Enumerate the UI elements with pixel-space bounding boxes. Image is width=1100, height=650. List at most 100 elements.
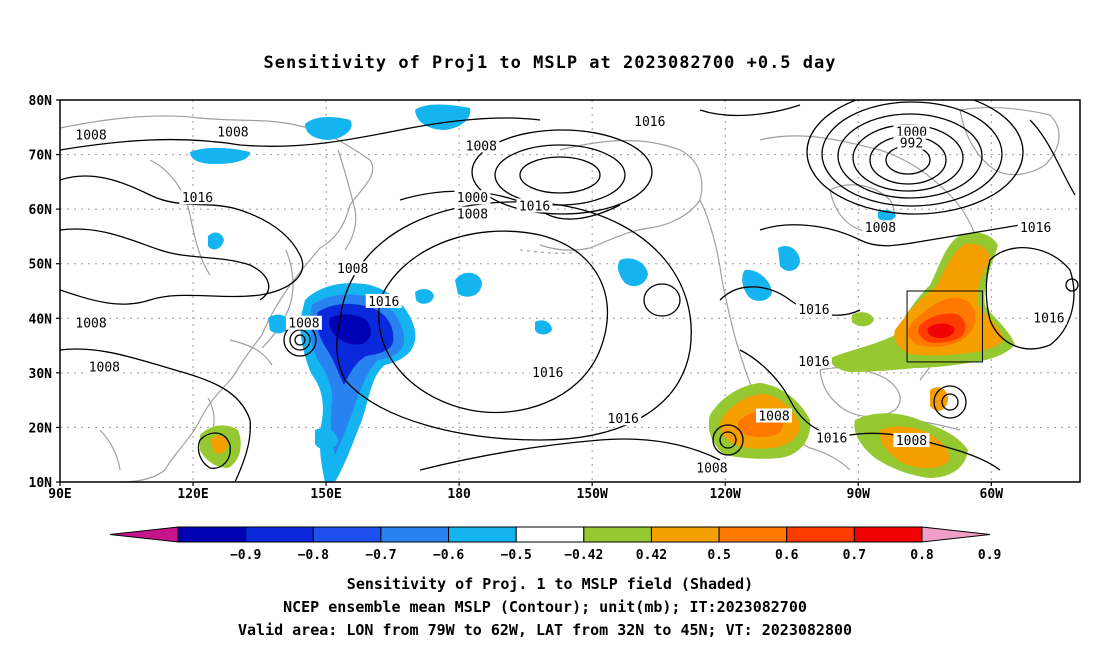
contour-label: 1016 <box>816 431 847 446</box>
lat-tick-label: 40N <box>29 312 53 327</box>
lon-tick-label: 150E <box>310 487 341 502</box>
lat-tick-label: 50N <box>29 258 53 273</box>
contour-atl-low-1 <box>941 393 959 411</box>
shade-neg-patch-10 <box>535 320 552 335</box>
lon-tick-label: 120W <box>710 487 741 502</box>
colorbar-max-triangle <box>921 526 991 543</box>
contour-typhoon-2 <box>289 329 311 351</box>
shade-neg-patch-3 <box>190 147 250 164</box>
contour-label-bg <box>73 127 110 142</box>
contour-bering-1 <box>519 156 601 194</box>
contour-label-bg <box>795 302 832 317</box>
colorbar-tick-label: −0.9 <box>230 548 261 563</box>
shade-pos-philippines-orange <box>210 435 228 454</box>
contour-label-bg <box>1030 310 1067 325</box>
contour-label-bg <box>795 353 832 368</box>
contour-label: 1008 <box>89 360 120 375</box>
contour-label-bg <box>693 460 730 475</box>
contour-na-4 <box>739 349 831 436</box>
contour-label: 1016 <box>608 412 639 427</box>
contour-label-bg <box>1017 220 1054 235</box>
shade-neg-patch-2 <box>415 104 471 130</box>
contour-label-bg <box>529 364 566 379</box>
contour-label: 1008 <box>75 128 106 143</box>
contour-low-6 <box>806 100 1024 215</box>
shade-pos-green-west <box>852 312 874 327</box>
colorbar-swatch <box>786 526 855 543</box>
contour-low-5 <box>821 101 1003 207</box>
contour-label: 1008 <box>758 410 789 425</box>
shade-neg-patch-12 <box>315 428 338 450</box>
colorbar-tick-label: −0.42 <box>564 548 603 563</box>
colorbar-swatch <box>448 526 517 543</box>
contour-label: 1008 <box>75 317 106 332</box>
contour-label-bg <box>454 190 491 205</box>
contour-label-bg <box>516 198 553 213</box>
contour-label-bg <box>893 124 930 139</box>
contour-label-bg <box>86 359 123 374</box>
colorbar-swatch <box>650 526 720 543</box>
colorbar-tick-label: −0.7 <box>365 548 396 563</box>
shade-neg-patch-11 <box>268 314 290 334</box>
lon-tick-label: 180 <box>447 487 471 502</box>
contour-label-bg <box>73 315 110 330</box>
figure-title: Sensitivity of Proj1 to MSLP at 20230827… <box>264 53 837 73</box>
colorbar-tick-label: 0.6 <box>775 548 799 563</box>
contour-na-3 <box>719 286 861 316</box>
shade-pos-core <box>927 323 955 338</box>
colorbar-swatch <box>583 526 652 543</box>
contour-label-bg <box>463 138 500 153</box>
contour-label-bg <box>454 206 491 221</box>
colorbar-swatch <box>245 526 314 543</box>
shade-neg-patch-4 <box>208 232 224 250</box>
contour-greenland-e <box>1029 119 1076 196</box>
lat-tick-label: 10N <box>29 476 53 491</box>
contour-atl-low-2 <box>933 385 967 419</box>
contour-asia-1 <box>60 175 304 305</box>
contour-label: 1016 <box>1020 221 1051 236</box>
contour-label: 1016 <box>1033 311 1064 326</box>
contour-label: 1016 <box>368 295 399 310</box>
contour-label-bg <box>214 124 251 139</box>
lat-tick-label: 70N <box>29 149 53 164</box>
contour-label-bg <box>893 433 930 448</box>
contour-label-bg <box>179 190 216 205</box>
lat-tick-label: 60N <box>29 203 53 218</box>
caption-line-2: NCEP ensemble mean MSLP (Contour); unit(… <box>283 598 807 616</box>
contour-na-1 <box>699 104 801 117</box>
contour-label-bg <box>365 293 402 308</box>
caption-line-1: Sensitivity of Proj. 1 to MSLP field (Sh… <box>347 575 753 593</box>
shade-neg-patch-5 <box>455 272 482 297</box>
contour-pac-high-2 <box>336 201 692 441</box>
contour-trop-1 <box>419 438 721 471</box>
contour-label: 1008 <box>337 262 368 277</box>
contour-pac-inner <box>643 283 681 317</box>
colorbar-tick-label: 0.8 <box>910 548 934 563</box>
contour-label-bg <box>334 261 371 276</box>
contour-label: 992 <box>900 137 923 152</box>
contour-label-bg <box>631 113 668 128</box>
colorbar-tick-label: 0.5 <box>707 548 730 563</box>
contour-label-bg <box>756 408 792 423</box>
contour-label: 1008 <box>217 126 248 141</box>
shade-neg-patch-9 <box>778 245 800 271</box>
contour-na-2 <box>759 224 1021 247</box>
contour-label-bg <box>897 135 926 150</box>
contour-label-bg <box>605 411 642 426</box>
colorbar-tick-label: 0.7 <box>843 548 866 563</box>
lat-tick-label: 20N <box>29 421 53 436</box>
longitude-axis: 90E 120E 150E 180 150W 120W 90W 60W <box>48 482 1003 502</box>
lon-tick-label: 90W <box>847 487 871 502</box>
colorbar-swatch <box>312 526 382 543</box>
latitude-axis: 80N 70N 60N 50N 40N 30N 20N 10N <box>29 94 60 491</box>
contour-np-1 <box>60 117 541 151</box>
lon-tick-label: 60W <box>980 487 1004 502</box>
lon-tick-label: 90E <box>48 487 71 502</box>
caption-line-3: Valid area: LON from 79W to 62W, LAT fro… <box>238 621 852 639</box>
colorbar-tick-label: 0.9 <box>978 548 1001 563</box>
shade-neg-patch-6 <box>415 288 434 304</box>
shade-neg-patch-7 <box>617 258 648 287</box>
colorbar-tick-label: −0.5 <box>501 548 532 563</box>
